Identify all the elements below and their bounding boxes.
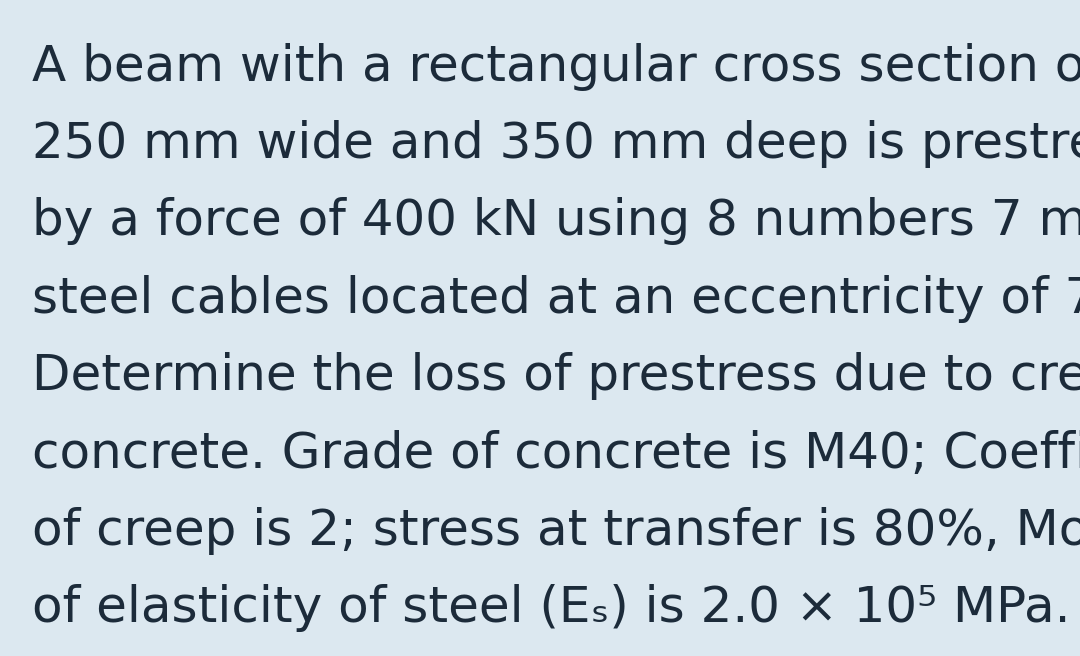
Text: concrete. Grade of concrete is M40; Coefficient: concrete. Grade of concrete is M40; Coef…: [32, 430, 1080, 478]
Text: by a force of 400 kN using 8 numbers 7 mm φ: by a force of 400 kN using 8 numbers 7 m…: [32, 197, 1080, 245]
Text: Determine the loss of prestress due to creep of: Determine the loss of prestress due to c…: [32, 352, 1080, 400]
Text: steel cables located at an eccentricity of 75 mm.: steel cables located at an eccentricity …: [32, 275, 1080, 323]
Text: of elasticity of steel (Eₛ) is 2.0 × 10⁵ MPa.: of elasticity of steel (Eₛ) is 2.0 × 10⁵…: [32, 584, 1071, 632]
Text: of creep is 2; stress at transfer is 80%, Modulus: of creep is 2; stress at transfer is 80%…: [32, 507, 1080, 555]
Text: 250 mm wide and 350 mm deep is prestressed: 250 mm wide and 350 mm deep is prestress…: [32, 120, 1080, 168]
Text: A beam with a rectangular cross section of size: A beam with a rectangular cross section …: [32, 43, 1080, 91]
